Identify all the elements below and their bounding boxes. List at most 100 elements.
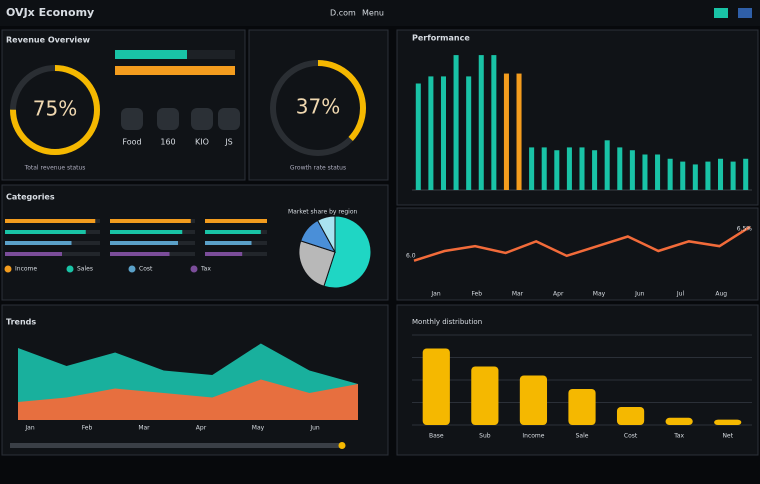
scroll-handle[interactable] [338, 442, 346, 449]
x-tick-label: Jan [24, 425, 34, 432]
icon-label: 160 [160, 138, 175, 147]
panel-title: Monthly distribution [412, 318, 482, 326]
bar [519, 375, 548, 425]
panel-title: Revenue Overview [6, 36, 91, 45]
bar [592, 150, 598, 190]
x-tick-label: Mar [138, 425, 150, 432]
bar [579, 147, 585, 190]
menu-item[interactable]: D.com [330, 9, 356, 18]
panel-title: Trends [6, 318, 36, 327]
bar [440, 76, 446, 190]
bar [466, 76, 472, 190]
x-tick-label: May [252, 425, 265, 432]
bar [655, 154, 661, 190]
bar [629, 150, 635, 190]
legend-dot [190, 265, 198, 273]
legend-dot [4, 265, 12, 273]
legend-label: Sales [77, 266, 93, 273]
icon-button[interactable] [191, 108, 213, 130]
hbar [110, 241, 178, 245]
hbar [5, 230, 86, 234]
bar [422, 348, 450, 425]
gauge-arc [270, 60, 366, 156]
gauge-arc [10, 65, 100, 155]
hbar [205, 252, 243, 256]
x-tick-label: Jun [634, 291, 645, 298]
legend-dot [128, 265, 136, 273]
panel [396, 207, 759, 301]
hbar [110, 252, 170, 256]
bar [554, 150, 560, 190]
gauge-value: 75% [33, 97, 77, 121]
hbar [110, 230, 183, 234]
bar [617, 147, 623, 190]
x-tick-label: Apr [553, 291, 564, 298]
x-tick-label: Feb [471, 291, 482, 298]
hbar [205, 230, 261, 234]
hbar [5, 219, 96, 223]
x-tick-label: Net [722, 433, 733, 440]
panel-title: Categories [6, 193, 55, 202]
line [413, 225, 751, 262]
bar [491, 55, 497, 190]
hbar [205, 241, 252, 245]
x-tick-label: Base [429, 433, 444, 440]
bar [714, 419, 742, 425]
legend-label: Tax [200, 266, 211, 273]
hbar [205, 219, 267, 223]
bar [730, 161, 736, 190]
legend-dot [66, 265, 74, 273]
bar [718, 158, 724, 190]
pie-slice [316, 215, 336, 253]
gauge-value: 37% [296, 95, 340, 119]
gauge-caption: Growth rate status [290, 165, 346, 172]
bar [453, 55, 459, 190]
bar [566, 147, 572, 190]
x-tick-label: Cost [624, 433, 638, 440]
bar [529, 147, 535, 190]
scrollbar [10, 443, 340, 448]
data-label: 6.0 [406, 253, 416, 260]
x-tick-label: Jan [430, 291, 440, 298]
data-label: 6.5% [737, 226, 753, 233]
x-tick-label: Apr [196, 425, 207, 432]
x-tick-label: May [593, 291, 606, 298]
header-bar [0, 0, 760, 26]
hbar [5, 241, 72, 245]
bar [705, 161, 711, 190]
bar [680, 161, 686, 190]
bar [541, 147, 547, 190]
x-tick-label: Jul [676, 291, 685, 298]
bar [616, 407, 645, 425]
x-tick-label: Sub [479, 433, 491, 440]
icon-button[interactable] [714, 8, 728, 18]
bar [503, 73, 509, 190]
x-tick-label: Income [522, 433, 544, 440]
bar [568, 389, 596, 425]
bar [692, 164, 698, 190]
pie-slice [298, 240, 336, 287]
hbar [5, 252, 62, 256]
x-tick-label: Sale [576, 433, 589, 440]
bar [471, 366, 499, 425]
bar [642, 154, 648, 190]
app-title: OVJx Economy [6, 6, 94, 19]
icon-button[interactable] [157, 108, 179, 130]
legend-label: Cost [139, 266, 153, 273]
bar [743, 158, 749, 190]
panel [396, 29, 759, 206]
x-tick-label: Feb [82, 425, 93, 432]
icon-button[interactable] [121, 108, 143, 130]
panel-title: Market share by region [288, 209, 358, 216]
icon-label: JS [224, 138, 232, 147]
x-tick-label: Tax [673, 433, 684, 440]
gauge-caption: Total revenue status [24, 165, 86, 172]
hbar [110, 219, 191, 223]
menu-item[interactable]: Menu [362, 9, 384, 18]
icon-button[interactable] [218, 108, 240, 130]
panel-title: Performance [412, 34, 470, 43]
icon-label: KIO [195, 138, 209, 147]
icon-button[interactable] [738, 8, 752, 18]
